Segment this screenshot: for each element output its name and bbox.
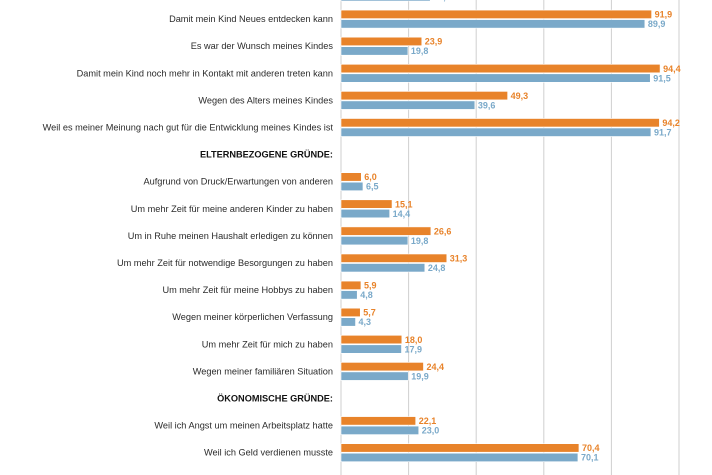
bar-series-b	[340, 0, 431, 2]
section-heading: ÖKONOMISCHE GRÜNDE:	[217, 394, 333, 404]
bar-series-a	[340, 64, 661, 74]
value-label-series-a: 49,3	[511, 91, 529, 101]
category-label: Um in Ruhe meinen Haushalt erledigen zu …	[128, 231, 333, 241]
value-label-series-a: 24,4	[426, 362, 444, 372]
value-label-series-b: 4,8	[360, 290, 373, 300]
category-label: Weil ich Geld verdienen musste	[204, 448, 333, 458]
bar-series-a	[340, 362, 424, 372]
category-label: Um mehr Zeit für mich zu haben	[202, 339, 333, 349]
bar-series-a	[340, 253, 448, 263]
value-label-series-a: 5,9	[364, 281, 377, 291]
category-label: Weil es meiner Meinung nach gut für die …	[43, 123, 334, 133]
bar-series-a	[340, 91, 508, 101]
value-label-series-b: 19,8	[411, 236, 429, 246]
category-label: Um mehr Zeit für meine anderen Kinder zu…	[131, 204, 333, 214]
bar-series-a	[340, 36, 423, 47]
value-label-series-a: 26,6	[434, 226, 452, 236]
bar-series-a	[340, 118, 660, 128]
value-label-series-b: 26,4	[433, 0, 451, 2]
bar-series-a	[340, 307, 361, 318]
value-label-series-b: 89,9	[648, 19, 666, 29]
value-label-series-a: 94,4	[663, 64, 681, 74]
bar-series-b	[340, 371, 409, 381]
value-label-series-b: 70,1	[581, 453, 599, 463]
category-label: Damit mein Kind Neues entdecken kann	[169, 14, 333, 24]
bar-series-a	[340, 199, 393, 209]
value-label-series-a: 15,1	[395, 199, 413, 209]
bar-series-b	[340, 290, 358, 300]
category-label: Wegen meiner familiären Situation	[193, 366, 333, 376]
section-heading: ELTERNBEZOGENE GRÜNDE:	[200, 150, 333, 160]
value-label-series-b: 19,9	[411, 371, 429, 381]
bar-series-a	[340, 334, 403, 345]
category-label: Wegen meiner körperlichen Verfassung	[172, 312, 333, 322]
category-label: Um mehr Zeit für notwendige Besorgungen …	[117, 258, 333, 268]
value-label-series-b: 39,6	[478, 100, 496, 110]
bar-series-a	[340, 9, 652, 19]
bar-layer	[340, 0, 661, 463]
value-label-series-a: 6,0	[364, 172, 377, 182]
category-label: Wegen des Alters meines Kindes	[198, 95, 333, 105]
value-label-series-a: 94,2	[662, 118, 680, 128]
category-label: Um mehr Zeit für meine Hobbys zu haben	[162, 285, 333, 295]
category-label: Aufgrund von Druck/Erwartungen von ander…	[144, 177, 333, 187]
bar-series-a	[340, 416, 416, 426]
bar-series-b	[340, 425, 420, 435]
bar-series-b	[340, 344, 402, 354]
bar-series-b	[340, 181, 364, 191]
bar-series-a	[340, 226, 432, 236]
bar-series-a	[340, 280, 362, 290]
bar-series-b	[340, 209, 390, 219]
value-label-series-b: 23,0	[422, 426, 440, 436]
category-label: Damit mein Kind noch mehr in Kontakt mit…	[77, 68, 333, 78]
value-label-series-a: 31,3	[450, 254, 468, 264]
value-label-series-b: 6,5	[366, 182, 379, 192]
bar-series-b	[340, 19, 646, 29]
value-label-series-b: 24,8	[428, 263, 446, 273]
category-label: Es war der Wunsch meines Kindes	[191, 41, 334, 51]
value-label-series-a: 22,1	[419, 416, 437, 426]
bar-series-b	[340, 236, 409, 246]
value-label-series-b: 4,3	[359, 317, 372, 327]
value-label-series-a: 70,4	[582, 443, 600, 453]
value-label-series-b: 17,9	[405, 344, 423, 354]
value-label-series-a: 91,9	[655, 10, 673, 20]
value-label-series-b: 14,4	[393, 209, 411, 219]
bar-series-b	[340, 73, 651, 83]
bar-series-b	[340, 263, 426, 273]
bar-series-a	[340, 172, 362, 182]
label-layer: Damit mein Kind besser betreut wird37,62…	[43, 0, 681, 463]
value-label-series-a: 23,9	[425, 37, 443, 47]
value-label-series-b: 19,8	[411, 46, 429, 56]
bar-series-b	[340, 100, 476, 110]
value-label-series-a: 5,7	[363, 308, 376, 318]
bar-series-b	[340, 127, 652, 137]
bar-series-b	[340, 317, 356, 327]
bar-series-b	[340, 452, 579, 463]
value-label-series-b: 91,7	[654, 128, 672, 138]
value-label-series-a: 18,0	[405, 335, 423, 345]
bar-series-b	[340, 46, 409, 56]
bar-series-a	[340, 443, 580, 453]
category-label: Weil ich Angst um meinen Arbeitsplatz ha…	[154, 421, 333, 431]
value-label-series-b: 91,5	[653, 73, 671, 83]
